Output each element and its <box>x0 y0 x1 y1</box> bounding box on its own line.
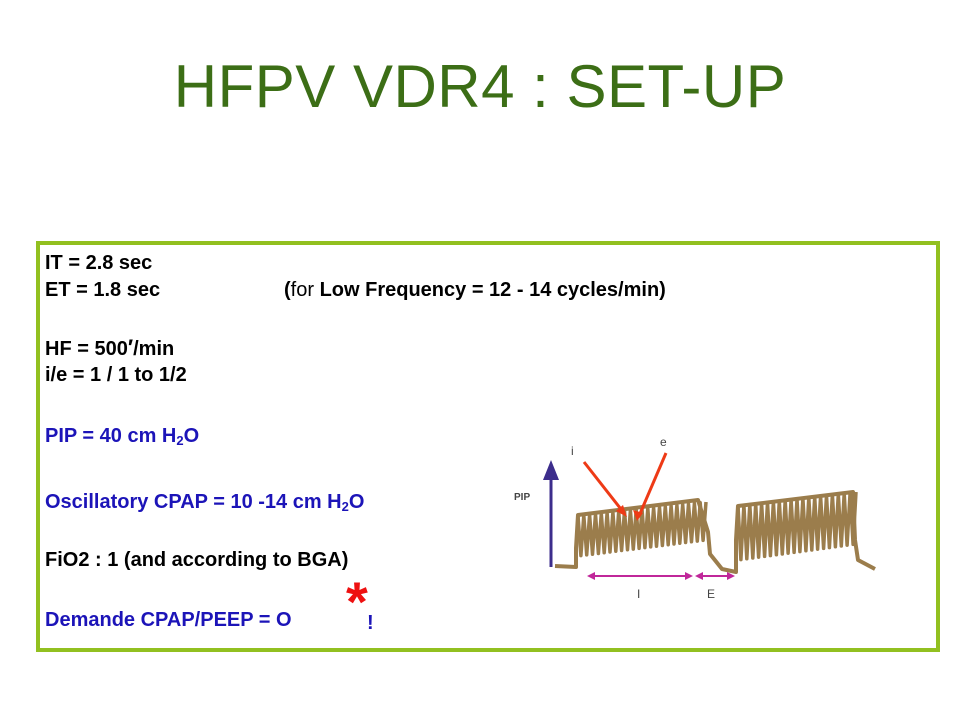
param-it: IT = 2.8 sec <box>45 252 153 274</box>
param-oscillatory-cpap: Oscillatory CPAP = 10 -14 cm H2O <box>45 491 365 514</box>
y-axis-arrowhead <box>543 460 559 480</box>
pressure-waveform-diagram: PIP i e I E <box>514 435 876 601</box>
param-demande: Demande CPAP/PEEP = O <box>45 609 292 631</box>
exclamation-mark: ! <box>367 612 374 634</box>
param-ie: i/e = 1 / 1 to 1/2 <box>45 364 187 386</box>
param-et-row: ET = 1.8 sec (for Low Frequency = 12 - 1… <box>45 279 666 302</box>
content-box <box>36 241 940 652</box>
label-e-small: e <box>660 435 667 449</box>
label-I: I <box>637 587 640 601</box>
param-et-note: (for Low Frequency = 12 - 14 cycles/min) <box>284 279 666 301</box>
label-pip: PIP <box>514 492 530 503</box>
arrow-i <box>582 461 626 514</box>
label-E: E <box>707 587 715 601</box>
label-i-small: i <box>571 444 574 458</box>
slide-title: HFPV VDR4 : SET-UP <box>173 53 787 120</box>
oscillation-trace <box>736 490 858 562</box>
param-et: ET = 1.8 sec <box>45 279 161 301</box>
asterisk-mark: * <box>346 570 368 633</box>
param-pip: PIP = 40 cm H2O <box>45 425 200 448</box>
param-fio2: FiO2 : 1 (and according to BGA) <box>45 549 349 571</box>
arrow-e-head <box>633 510 643 521</box>
arrow-e <box>637 452 668 517</box>
arrow-i-head <box>616 505 627 517</box>
param-hf: HF = 500′/min <box>45 335 175 360</box>
oscillations-breath-2 <box>736 490 858 562</box>
